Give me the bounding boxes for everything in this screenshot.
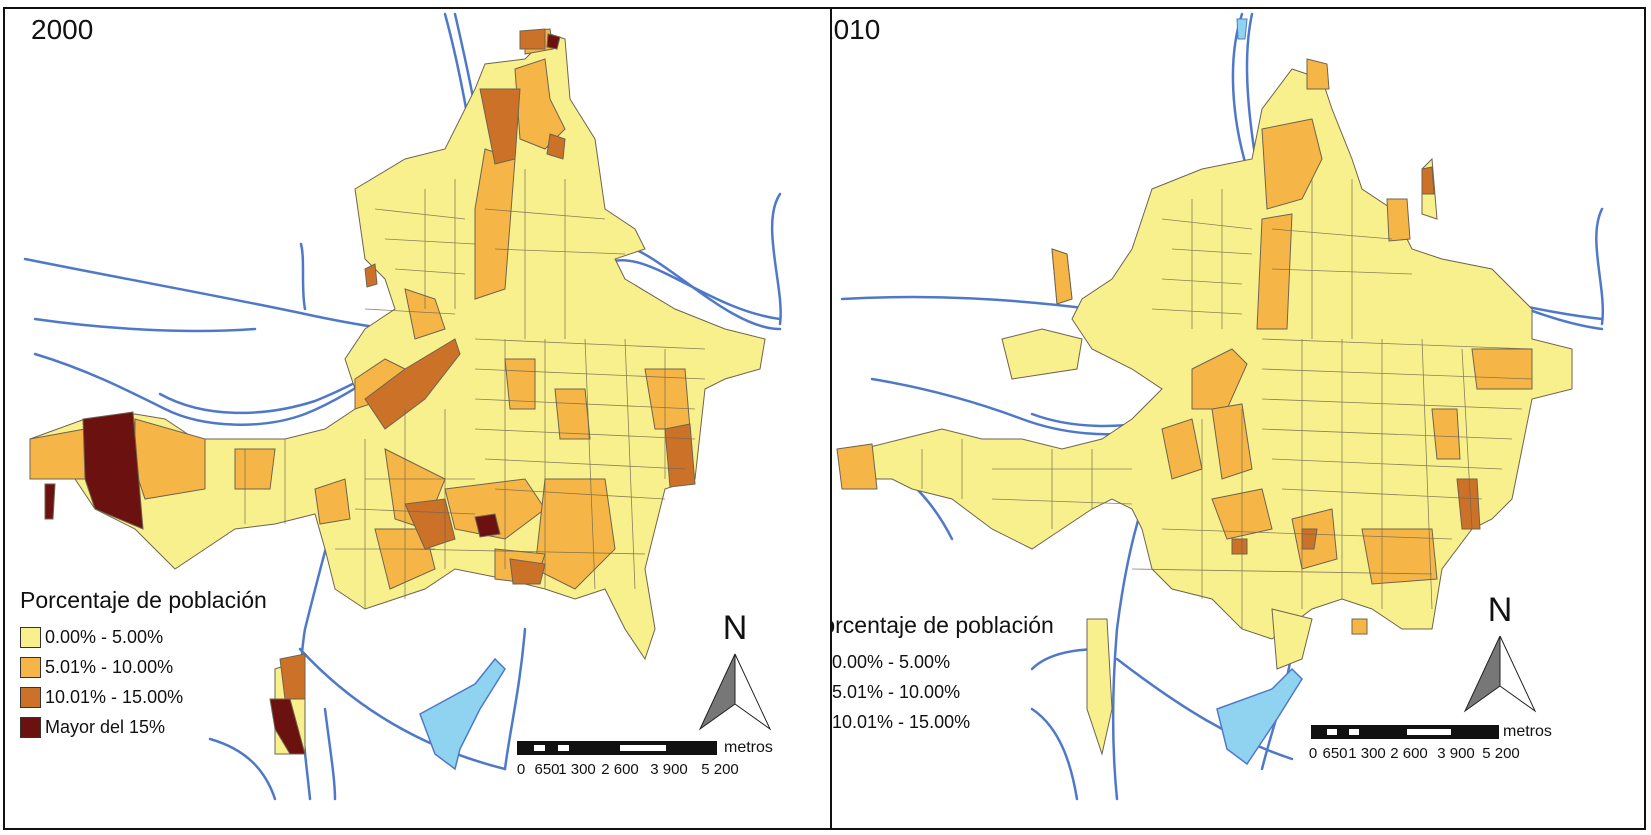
scale-tick: 5 200 xyxy=(701,761,739,778)
map-panel-2000: 2000 Porcentaje de población 0.00% - 5.0… xyxy=(5,9,830,828)
city-map-2010 xyxy=(836,12,1605,801)
scale-bar-graphic xyxy=(1311,725,1499,739)
legend-item: 5.01% - 10.00% xyxy=(832,677,1054,707)
legend-label: Mayor del 15% xyxy=(45,716,166,737)
legend-swatch xyxy=(20,686,41,708)
city-map-2000 xyxy=(23,12,782,801)
channel-2010 xyxy=(1236,18,1248,40)
legend-item: Mayor del 15% xyxy=(20,712,267,742)
legend-label: 0.00% - 5.00% xyxy=(832,651,951,672)
legend-swatch xyxy=(20,656,41,678)
scale-tick: 2 600 xyxy=(1390,745,1428,762)
legend-item: 10.01% - 15.00% xyxy=(832,707,1054,737)
scale-tick: 3 900 xyxy=(650,761,688,778)
scale-tick: 0 xyxy=(516,761,526,778)
panel-year: 2010 xyxy=(832,14,881,45)
scale-tick: 3 900 xyxy=(1437,745,1475,762)
scale-tick: 650 xyxy=(534,761,560,778)
street-grid-2000 xyxy=(244,169,706,609)
north-arrow: N xyxy=(1460,591,1540,721)
scale-tick: 1 300 xyxy=(1348,745,1386,762)
legend-2010: Porcentaje de población 0.00% - 5.00% 5.… xyxy=(832,612,1054,737)
legend-item: 5.01% - 10.00% xyxy=(20,652,267,682)
north-label: N xyxy=(1487,591,1513,629)
north-arrow-icon xyxy=(698,653,772,731)
legend-label: 0.00% - 5.00% xyxy=(45,626,164,647)
class4-zones-2000 xyxy=(44,33,561,755)
legend-swatch xyxy=(20,626,41,648)
scale-bar: metros 0 650 1 300 2 600 3 900 5 200 xyxy=(1308,723,1561,763)
scale-unit: metros xyxy=(724,739,773,756)
legend-item: 0.00% - 5.00% xyxy=(832,647,1054,677)
scale-tick: 650 xyxy=(1322,745,1348,762)
scale-bar: metros 0 650 1 300 2 600 3 900 5 200 xyxy=(517,739,777,779)
legend-label: 5.01% - 10.00% xyxy=(45,656,174,677)
scale-tick: 2 600 xyxy=(601,761,639,778)
legend-item: 10.01% - 15.00% xyxy=(20,682,267,712)
legend-item: 0.00% - 5.00% xyxy=(20,622,267,652)
legend-swatch xyxy=(20,716,41,738)
panel-divider xyxy=(830,7,832,830)
panel-year: 2000 xyxy=(31,14,94,45)
scale-tick: 1 300 xyxy=(558,761,596,778)
legend-title: Porcentaje de población xyxy=(832,612,1054,638)
legend-label: 5.01% - 10.00% xyxy=(832,681,961,702)
scale-unit: metros xyxy=(1503,723,1552,740)
street-grid-2010 xyxy=(921,179,1533,629)
figure-frame xyxy=(3,7,1646,830)
north-arrow-icon xyxy=(1463,635,1537,713)
lake-2000 xyxy=(419,657,506,771)
scale-tick: 5 200 xyxy=(1482,745,1520,762)
legend-title: Porcentaje de población xyxy=(20,587,267,613)
legend-label: 10.01% - 15.00% xyxy=(832,711,971,732)
north-label: N xyxy=(722,609,748,647)
map-panel-2010: 2010 Porcentaje de población 0.00% - 5.0… xyxy=(832,9,1644,828)
legend-label: 10.01% - 15.00% xyxy=(45,686,184,707)
lake-2010 xyxy=(1216,667,1303,766)
scale-bar-graphic xyxy=(517,741,717,755)
legend-2000: Porcentaje de población 0.00% - 5.00% 5.… xyxy=(20,587,267,742)
north-arrow: N xyxy=(695,609,775,739)
scale-tick: 0 xyxy=(1308,745,1318,762)
